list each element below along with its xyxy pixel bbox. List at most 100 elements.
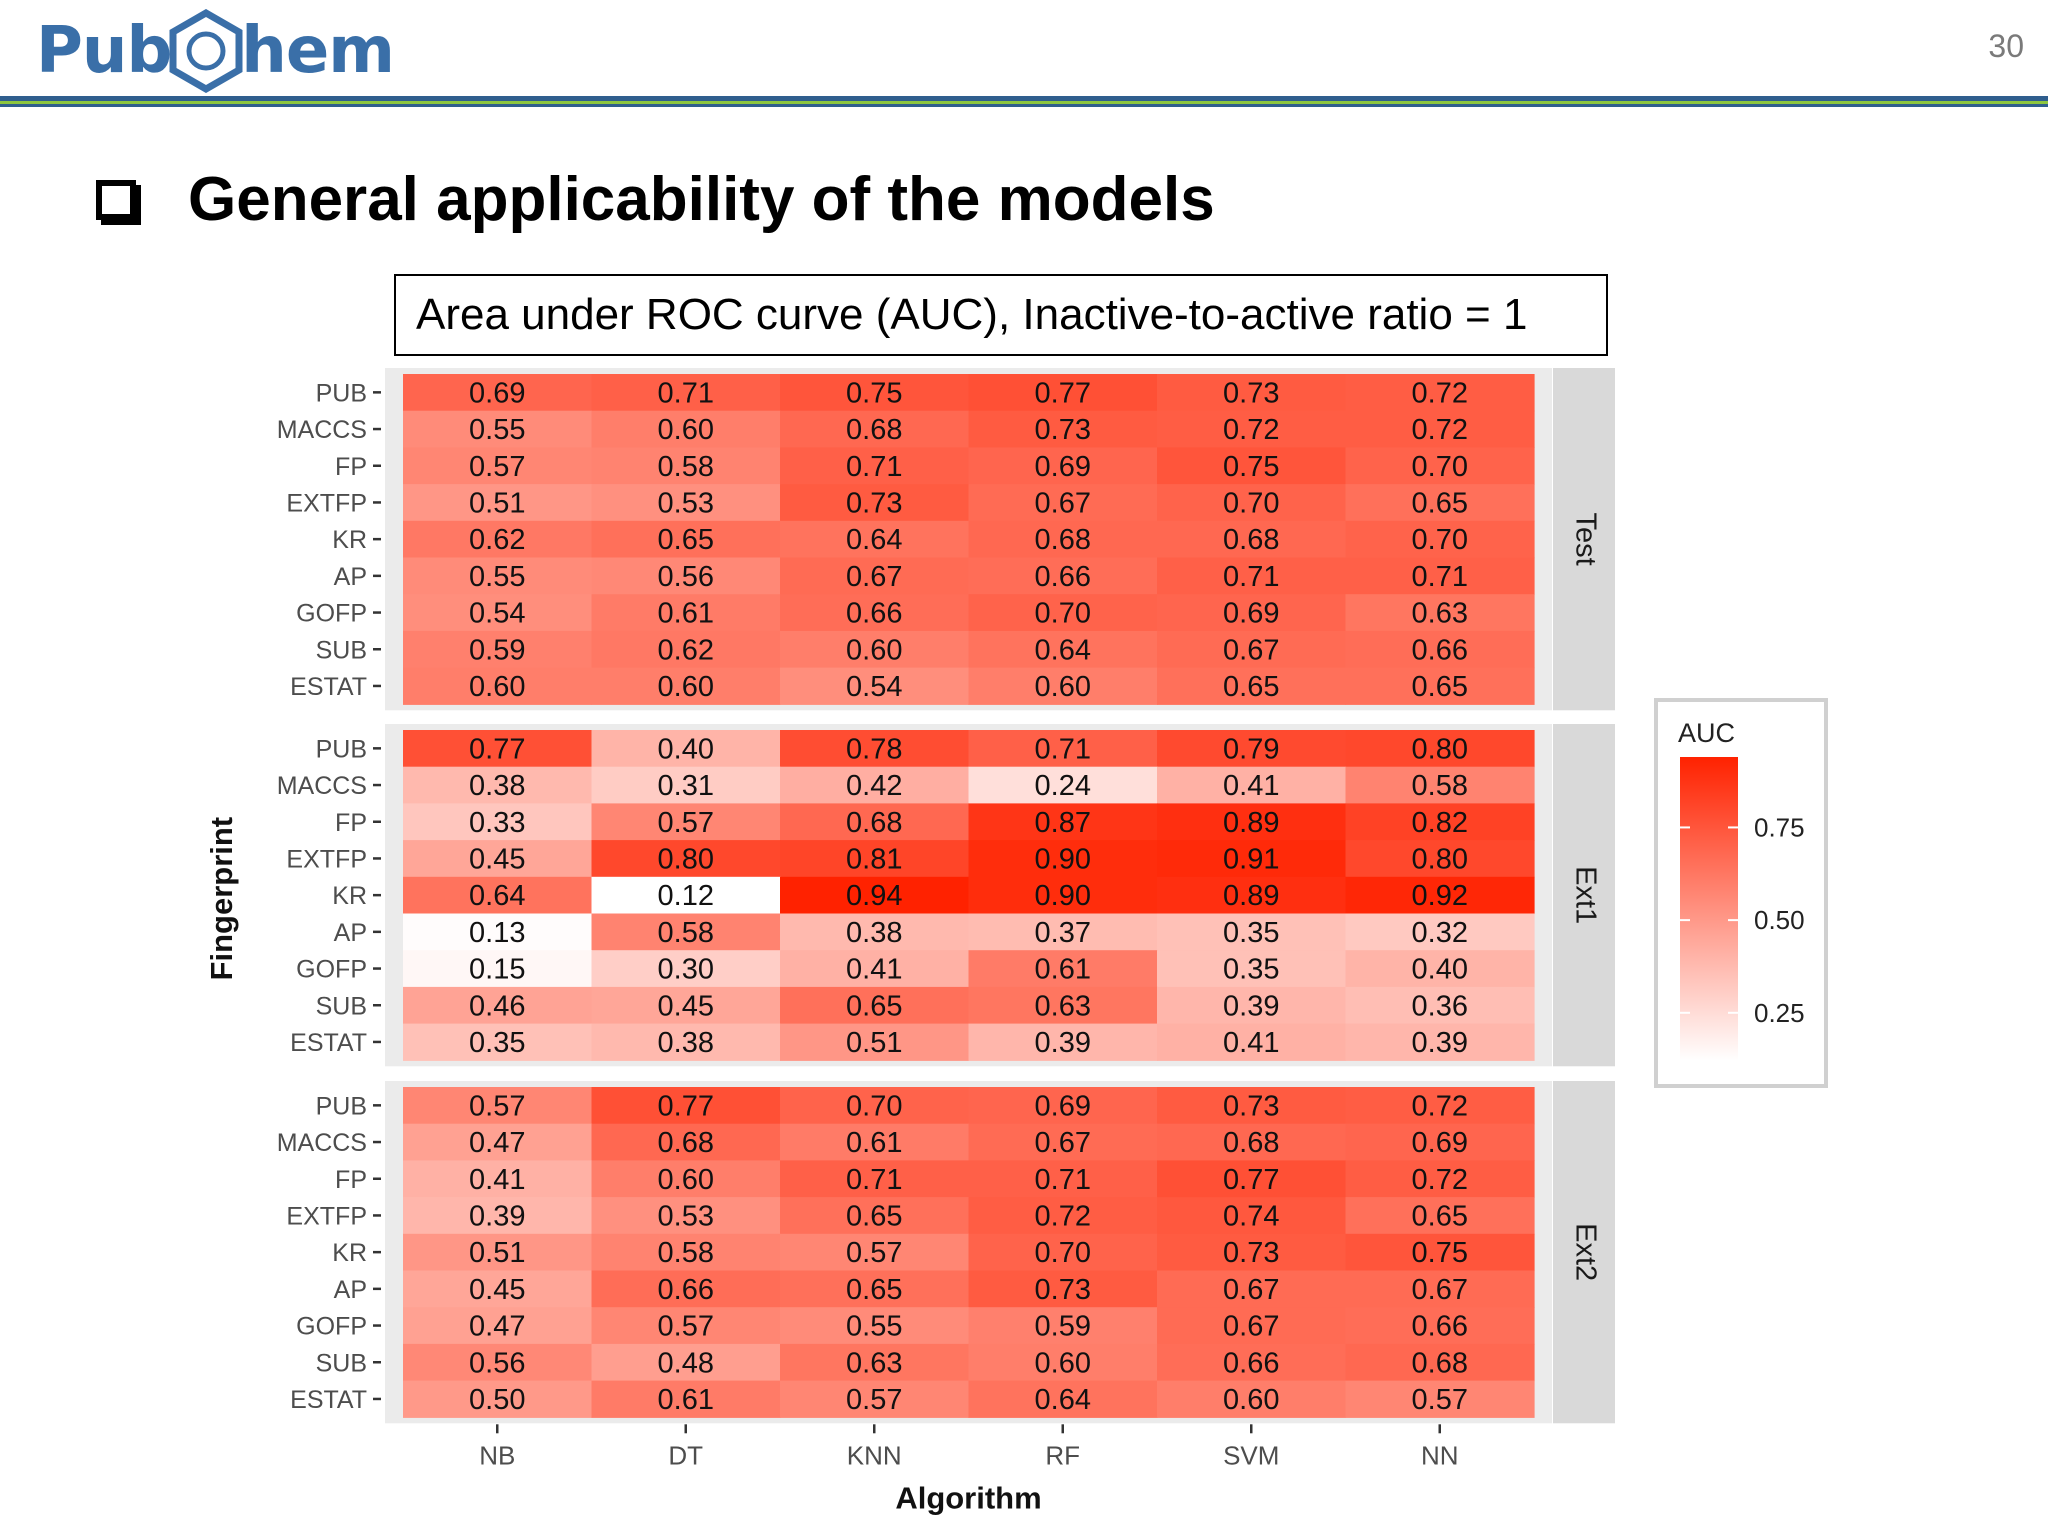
- cell-value-label: 0.67: [1035, 1127, 1091, 1159]
- heatmap-cell: [403, 840, 593, 878]
- cell-value-label: 0.73: [1223, 1237, 1279, 1269]
- cell-value-label: 0.58: [658, 1237, 714, 1269]
- cell-value-label: 0.91: [1223, 843, 1279, 875]
- heatmap-cell: [968, 876, 1158, 915]
- cell-value-label: 0.65: [1412, 671, 1468, 703]
- heatmap-cell: [780, 950, 970, 988]
- heatmap-cell: [1157, 1307, 1347, 1345]
- heatmap-cell: [780, 1380, 970, 1418]
- heatmap-cell: [968, 557, 1158, 595]
- cell-value-label: 0.59: [469, 634, 525, 666]
- cell-value-label: 0.70: [1035, 598, 1091, 630]
- cell-value-label: 0.60: [658, 1164, 714, 1196]
- heatmap-cell: [1157, 950, 1347, 988]
- heatmap-cell: [591, 484, 781, 522]
- cell-value-label: 0.68: [1412, 1347, 1468, 1379]
- cell-value-label: 0.60: [658, 671, 714, 703]
- facet-strip: [1553, 724, 1615, 1067]
- heatmap-cell: [403, 730, 593, 768]
- cell-value-label: 0.45: [469, 843, 525, 875]
- x-tick-label: NN: [1421, 1440, 1459, 1470]
- heatmap-cell: [1157, 1380, 1347, 1418]
- header-rule-green: [0, 101, 2048, 104]
- heatmap-cell: [403, 520, 593, 559]
- heatmap-cell: [403, 1380, 593, 1418]
- heatmap-cell: [1345, 667, 1535, 705]
- heatmap-cell: [1157, 730, 1347, 768]
- cell-value-label: 0.53: [658, 487, 714, 519]
- cell-value-label: 0.55: [469, 561, 525, 593]
- cell-value-label: 0.55: [846, 1311, 902, 1343]
- cell-value-label: 0.71: [846, 451, 902, 483]
- heatmap-cell: [1345, 1123, 1535, 1161]
- heatmap-cell: [1345, 840, 1535, 878]
- heatmap-cell: [1157, 1160, 1347, 1198]
- y-tick-label: SUB: [316, 1349, 367, 1377]
- heatmap-cell: [1157, 1343, 1347, 1382]
- cell-value-label: 0.68: [658, 1127, 714, 1159]
- heatmap-cell: [780, 840, 970, 878]
- cell-value-label: 0.67: [846, 561, 902, 593]
- cell-value-label: 0.39: [1035, 1027, 1091, 1059]
- heatmap-cell: [780, 374, 970, 412]
- heatmap-cell: [968, 840, 1158, 878]
- heatmap-cell: [403, 1307, 593, 1345]
- cell-value-label: 0.68: [1223, 524, 1279, 556]
- heatmap-cell: [1345, 1270, 1535, 1308]
- cell-value-label: 0.67: [1223, 634, 1279, 666]
- heatmap-cell: [780, 1160, 970, 1198]
- heatmap-cell: [591, 520, 781, 559]
- cell-value-label: 0.60: [1035, 671, 1091, 703]
- heatmap-cell: [780, 594, 970, 632]
- x-tick-label: DT: [668, 1440, 703, 1470]
- cell-value-label: 0.71: [658, 377, 714, 409]
- y-tick-label: GOFP: [296, 1313, 367, 1341]
- heatmap-cell: [403, 766, 593, 804]
- cell-value-label: 0.72: [1412, 1164, 1468, 1196]
- y-tick-label: EXTFP: [286, 1202, 367, 1230]
- legend-colorbar: [1680, 757, 1738, 1061]
- cell-value-label: 0.81: [846, 843, 902, 875]
- facet-strip: [1553, 368, 1615, 711]
- heatmap-cell: [1157, 594, 1347, 632]
- heatmap-cell: [968, 520, 1158, 559]
- heatmap-cell: [1345, 1023, 1535, 1061]
- cell-value-label: 0.56: [469, 1347, 525, 1379]
- heatmap-cell: [403, 950, 593, 988]
- cell-value-label: 0.62: [658, 634, 714, 666]
- y-tick-label: FP: [335, 453, 367, 481]
- header-rule-top: [0, 96, 2048, 101]
- cell-value-label: 0.45: [469, 1274, 525, 1306]
- heatmap-cell: [968, 594, 1158, 632]
- heatmap-cell: [780, 1307, 970, 1345]
- y-tick-label: MACCS: [277, 772, 367, 800]
- y-tick-label: AP: [334, 919, 367, 947]
- cell-value-label: 0.24: [1035, 770, 1091, 802]
- cell-value-label: 0.54: [469, 598, 525, 630]
- cell-value-label: 0.37: [1035, 917, 1091, 949]
- heatmap-cell: [968, 1343, 1158, 1382]
- heatmap-cell: [1157, 913, 1347, 951]
- cell-value-label: 0.13: [469, 917, 525, 949]
- heatmap-cell: [403, 1270, 593, 1308]
- cell-value-label: 0.31: [658, 770, 714, 802]
- cell-value-label: 0.63: [1035, 990, 1091, 1022]
- cell-value-label: 0.67: [1412, 1274, 1468, 1306]
- cell-value-label: 0.61: [1035, 954, 1091, 986]
- cell-value-label: 0.57: [658, 1311, 714, 1343]
- cell-value-label: 0.72: [1223, 414, 1279, 446]
- heatmap-cell: [591, 730, 781, 768]
- cell-value-label: 0.69: [1035, 1090, 1091, 1122]
- legend-tick-label: 0.50: [1754, 905, 1805, 935]
- heatmap-cell: [780, 557, 970, 595]
- y-tick-label: KR: [332, 882, 367, 910]
- cell-value-label: 0.67: [1223, 1274, 1279, 1306]
- cell-value-label: 0.78: [846, 733, 902, 765]
- cell-value-label: 0.55: [469, 414, 525, 446]
- heatmap-cell: [780, 766, 970, 804]
- cell-value-label: 0.79: [1223, 733, 1279, 765]
- cell-value-label: 0.32: [1412, 917, 1468, 949]
- heatmap-cell: [780, 1123, 970, 1161]
- cell-value-label: 0.67: [1223, 1311, 1279, 1343]
- heatmap-cell: [403, 667, 593, 705]
